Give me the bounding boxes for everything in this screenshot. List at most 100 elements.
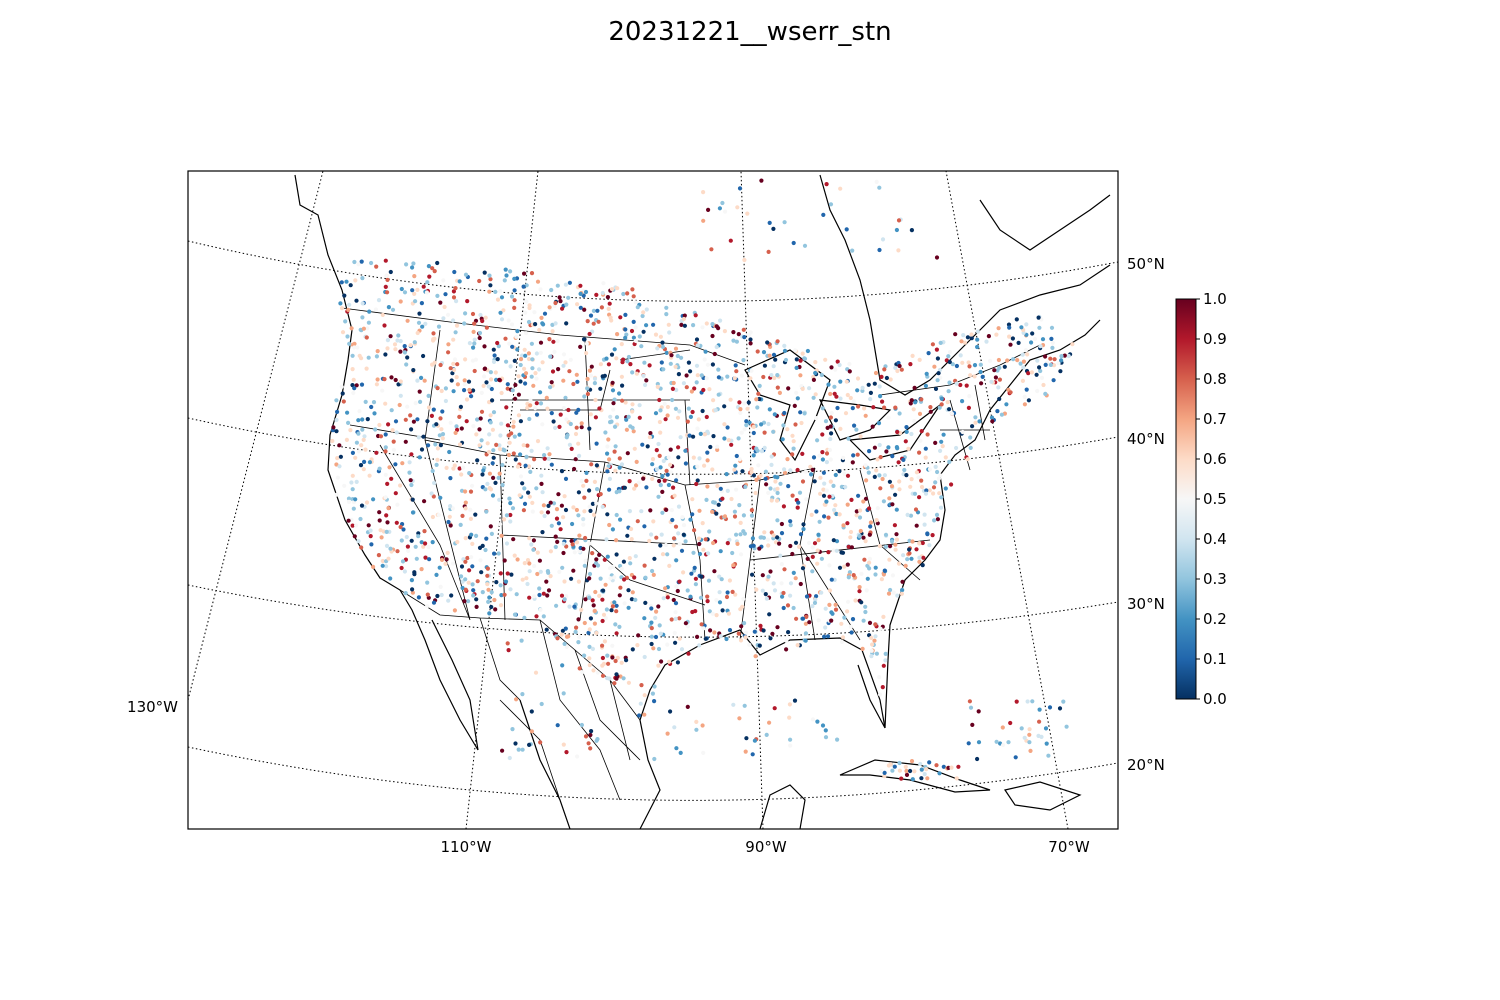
station-marker <box>758 623 763 629</box>
station-marker <box>591 603 596 608</box>
station-marker <box>900 579 905 584</box>
station-marker <box>947 459 952 464</box>
station-marker <box>439 388 444 394</box>
station-marker <box>665 413 670 418</box>
station-marker <box>873 622 878 627</box>
station-marker <box>369 260 374 266</box>
station-marker <box>410 510 416 515</box>
station-marker <box>732 467 737 472</box>
station-marker <box>822 514 827 519</box>
station-marker <box>496 344 501 349</box>
station-marker <box>997 377 1003 382</box>
station-marker <box>531 538 537 543</box>
station-marker <box>877 675 882 680</box>
station-marker <box>895 593 900 598</box>
station-marker <box>855 452 860 457</box>
station-marker <box>388 269 393 275</box>
graticule <box>188 171 1118 829</box>
station-marker <box>365 326 370 331</box>
station-marker <box>558 299 563 304</box>
station-marker <box>367 309 372 314</box>
station-marker <box>501 308 506 313</box>
station-marker <box>694 719 699 725</box>
station-marker <box>600 290 605 296</box>
station-marker <box>833 607 839 612</box>
station-marker <box>363 447 368 452</box>
station-marker <box>591 512 597 518</box>
station-marker <box>491 455 496 460</box>
station-marker <box>833 367 838 372</box>
station-marker <box>943 486 948 491</box>
station-marker <box>563 360 568 365</box>
station-marker <box>614 631 619 636</box>
station-marker <box>423 555 428 560</box>
station-marker <box>882 405 887 410</box>
station-marker <box>386 556 391 561</box>
station-marker <box>895 446 900 451</box>
station-marker <box>716 367 721 372</box>
station-marker <box>360 417 365 422</box>
station-marker <box>934 763 939 768</box>
station-marker <box>497 443 502 448</box>
station-marker <box>765 537 771 542</box>
station-marker <box>641 310 646 315</box>
station-marker <box>625 451 630 456</box>
station-marker <box>994 332 999 337</box>
station-marker <box>600 655 606 661</box>
station-marker <box>384 529 389 535</box>
station-marker <box>1018 361 1023 366</box>
station-marker <box>349 480 354 485</box>
station-marker <box>815 561 820 566</box>
station-marker <box>816 618 821 623</box>
station-marker <box>542 456 547 461</box>
station-marker <box>688 594 693 599</box>
station-marker <box>737 457 742 462</box>
station-marker <box>677 636 682 641</box>
station-marker <box>1029 340 1034 345</box>
station-marker <box>597 552 602 558</box>
station-marker <box>351 377 356 382</box>
station-marker <box>695 343 700 348</box>
station-marker <box>943 455 948 460</box>
station-marker <box>611 407 616 412</box>
station-marker <box>872 638 877 643</box>
station-marker <box>446 342 451 347</box>
station-marker <box>601 281 606 286</box>
station-marker <box>477 427 482 432</box>
station-marker <box>395 502 400 507</box>
station-marker <box>338 454 343 459</box>
station-marker <box>782 343 787 348</box>
station-marker <box>442 304 447 310</box>
station-marker <box>539 473 544 478</box>
station-marker <box>350 450 355 455</box>
station-marker <box>672 725 677 730</box>
station-marker <box>910 353 915 358</box>
station-marker <box>386 506 391 511</box>
station-marker <box>895 429 900 435</box>
station-marker <box>1030 331 1035 336</box>
station-marker <box>576 617 581 622</box>
station-marker <box>444 465 449 470</box>
station-marker <box>453 357 458 362</box>
station-marker <box>517 493 522 498</box>
station-marker <box>914 523 919 528</box>
station-marker <box>462 382 467 387</box>
station-marker <box>790 551 795 557</box>
station-marker <box>657 453 662 458</box>
station-marker <box>705 431 711 436</box>
station-marker <box>859 571 864 576</box>
station-marker <box>634 483 639 488</box>
station-marker <box>740 604 745 609</box>
station-marker <box>730 589 735 595</box>
station-marker <box>353 497 358 502</box>
station-marker <box>642 616 647 621</box>
station-marker <box>383 445 388 450</box>
station-marker <box>677 579 682 584</box>
station-marker <box>786 386 791 391</box>
station-marker <box>921 555 926 560</box>
station-marker <box>582 307 587 312</box>
station-marker <box>516 747 521 752</box>
station-marker <box>763 469 769 474</box>
station-marker <box>877 185 882 190</box>
station-marker <box>451 361 456 366</box>
